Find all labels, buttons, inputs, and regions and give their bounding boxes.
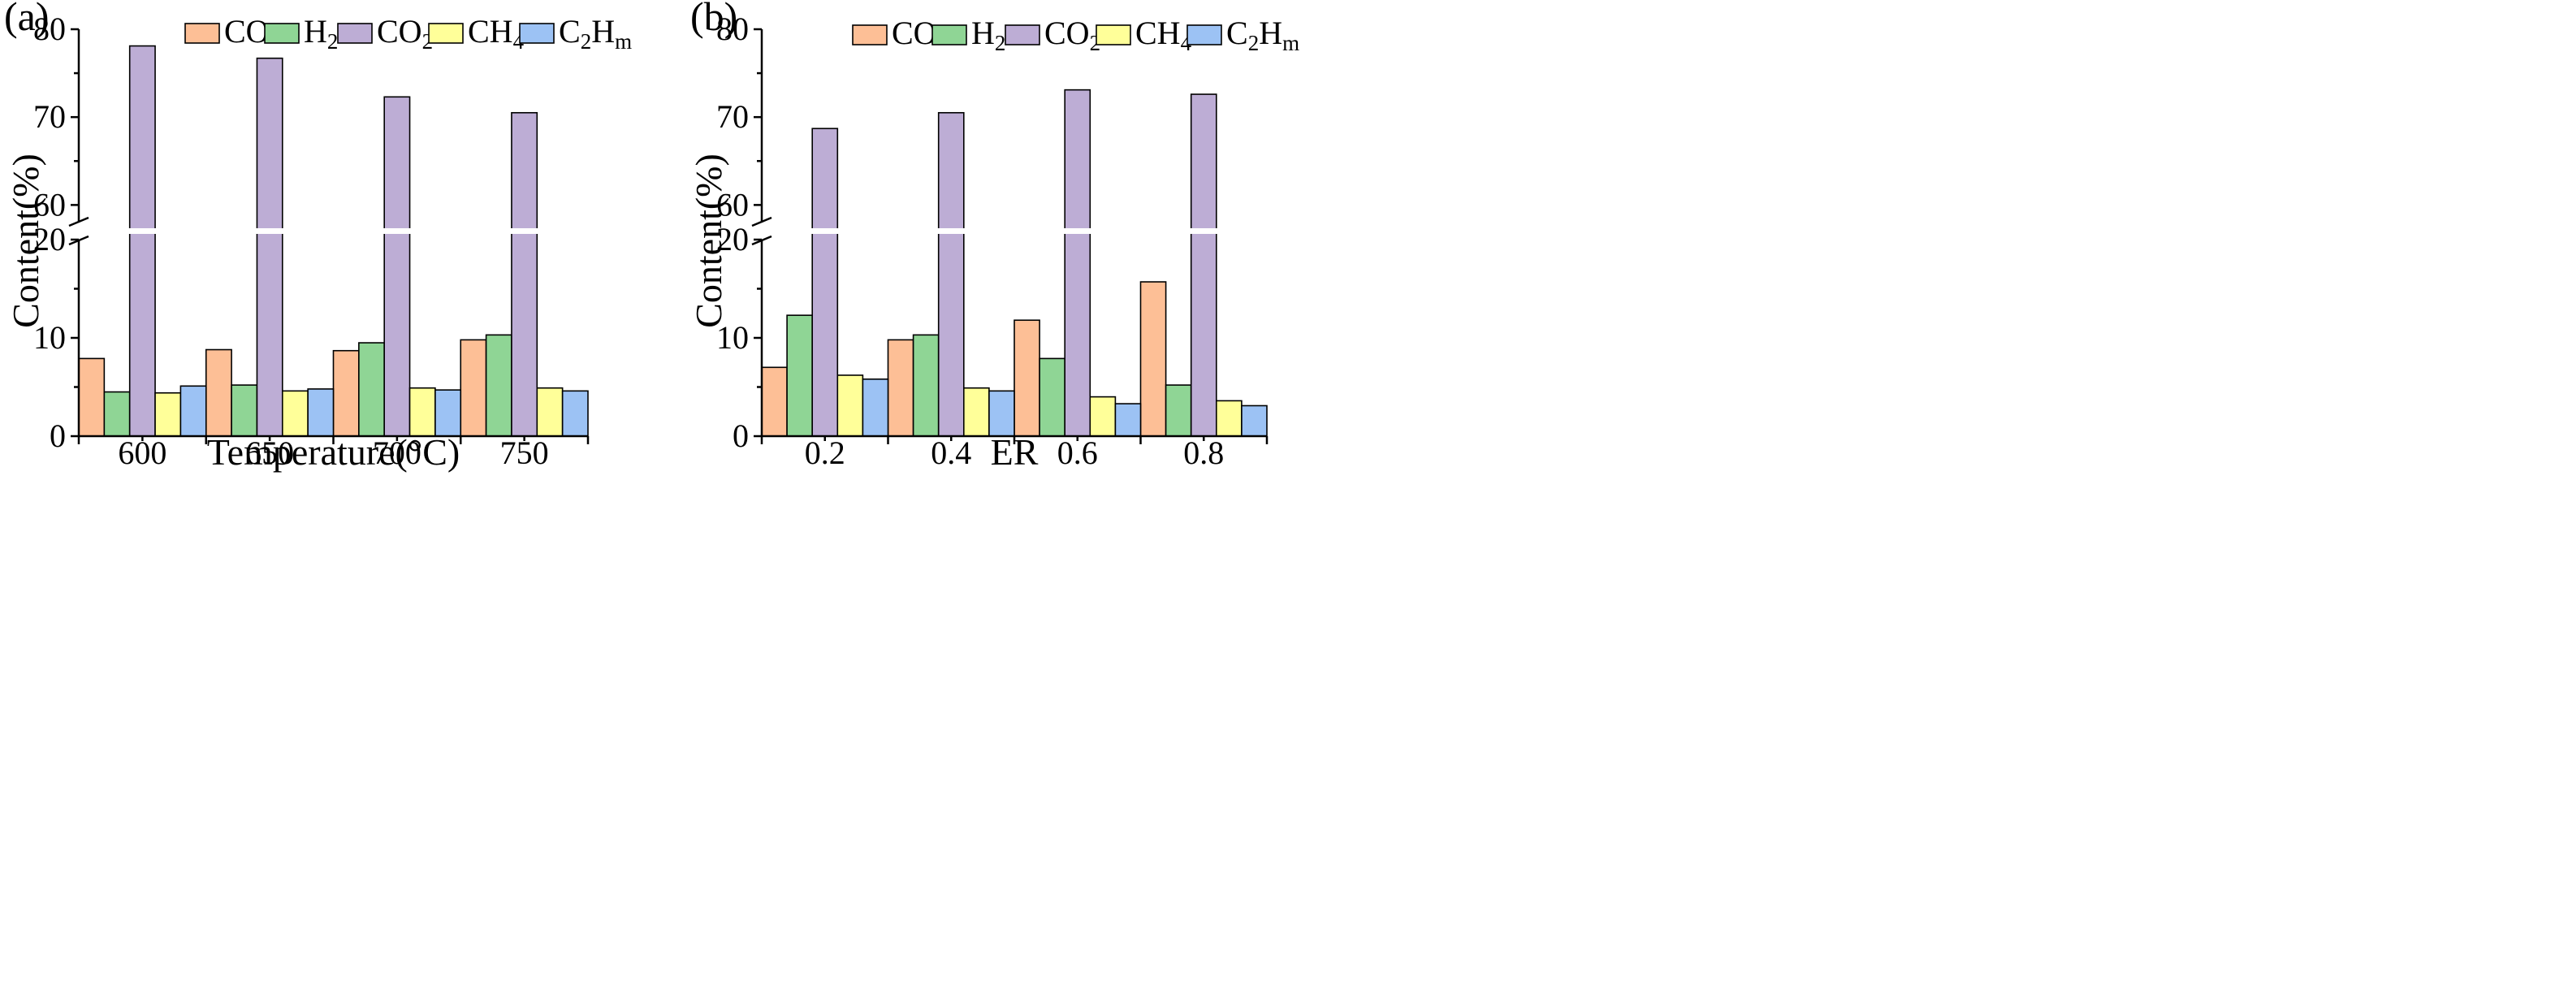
legend-swatch-b-co2 bbox=[1005, 24, 1040, 45]
legend-swatch-a-ch4 bbox=[428, 23, 464, 44]
y-tick-label-b-70: 70 bbox=[716, 98, 749, 135]
y-break-mark-upper-a bbox=[68, 216, 89, 227]
y-tick-label-b-80: 80 bbox=[716, 11, 749, 47]
legend-label-a-h2: H2 bbox=[304, 13, 338, 54]
bar-b-co-0.4 bbox=[887, 339, 914, 437]
panel-label-b: (b) bbox=[690, 0, 737, 39]
x-tick-label-a-650: 650 bbox=[245, 435, 294, 471]
bar-a-co-600 bbox=[78, 357, 106, 437]
bar-b-ch4-0.6 bbox=[1089, 396, 1117, 437]
legend-label-a-co2: CO2 bbox=[377, 13, 433, 54]
legend-swatch-a-co bbox=[184, 23, 220, 44]
bar-a-c2hm-600 bbox=[179, 385, 207, 437]
legend-swatch-a-c2hm bbox=[519, 23, 555, 44]
y-tick-label-b-20: 20 bbox=[716, 221, 749, 257]
y-tick-label-a-70: 70 bbox=[33, 98, 66, 135]
y-tick-label-b-10: 10 bbox=[716, 319, 749, 356]
bar-b-co2-0.6 bbox=[1064, 89, 1091, 437]
legend-label-b-co2: CO2 bbox=[1044, 15, 1100, 55]
bar-b-c2hm-0.2 bbox=[862, 378, 889, 437]
bar-a-co-750 bbox=[460, 339, 487, 437]
bar-b-ch4-0.4 bbox=[963, 387, 990, 437]
legend-label-b-c2hm: C2Hm bbox=[1226, 15, 1299, 55]
bar-a-co2-650 bbox=[256, 57, 283, 437]
bar-a-ch4-700 bbox=[408, 387, 436, 437]
bar-a-h2-600 bbox=[103, 391, 131, 437]
bar-b-h2-0.2 bbox=[786, 314, 813, 437]
bar-b-co-0.2 bbox=[761, 366, 788, 437]
y-tick-label-a-80: 80 bbox=[33, 11, 66, 47]
legend-swatch-b-co bbox=[852, 24, 888, 45]
bar-a-h2-700 bbox=[358, 342, 386, 437]
bar-b-ch4-0.8 bbox=[1216, 400, 1243, 437]
bar-b-ch4-0.2 bbox=[836, 374, 864, 437]
bar-a-co2-750 bbox=[511, 111, 538, 437]
legend-label-b-h2: H2 bbox=[971, 15, 1005, 55]
bar-b-c2hm-0.8 bbox=[1241, 404, 1268, 437]
legend-label-a-ch4: CH4 bbox=[468, 13, 525, 54]
y-tick-label-a-60: 60 bbox=[33, 186, 66, 223]
x-tick-label-a-600: 600 bbox=[118, 435, 166, 471]
y-tick-label-a-20: 20 bbox=[33, 221, 66, 257]
bar-b-h2-0.6 bbox=[1039, 357, 1065, 437]
x-tick-label-a-700: 700 bbox=[373, 435, 421, 471]
y-axis-title-a: Content(%) bbox=[5, 154, 46, 328]
legend-swatch-b-c2hm bbox=[1186, 24, 1222, 45]
bar-b-co-0.6 bbox=[1014, 319, 1040, 437]
bar-b-h2-0.8 bbox=[1165, 384, 1192, 437]
legend-swatch-b-h2 bbox=[931, 24, 967, 45]
bar-b-co2-0.8 bbox=[1190, 93, 1217, 437]
legend-label-b-co: CO bbox=[892, 15, 937, 51]
legend-swatch-a-co2 bbox=[337, 23, 373, 44]
x-tick-label-b-0.6: 0.6 bbox=[1057, 435, 1098, 471]
legend-label-a-c2hm: C2Hm bbox=[559, 13, 632, 54]
bar-a-co2-700 bbox=[383, 96, 411, 437]
bar-a-h2-750 bbox=[485, 334, 512, 437]
x-axis-title-a: Temperature(°C) bbox=[207, 431, 460, 473]
bar-a-co2-600 bbox=[128, 45, 156, 437]
legend-label-b-ch4: CH4 bbox=[1135, 15, 1192, 55]
bar-b-h2-0.4 bbox=[912, 334, 940, 437]
y-axis-title-b: Content(%) bbox=[688, 154, 729, 328]
y-tick-label-b-0: 0 bbox=[733, 417, 749, 454]
panel-label-a: (a) bbox=[4, 0, 50, 39]
bar-a-co-700 bbox=[332, 349, 360, 437]
bar-a-ch4-650 bbox=[281, 390, 309, 437]
y-tick-label-a-10: 10 bbox=[33, 319, 66, 356]
bar-b-co-0.8 bbox=[1139, 281, 1167, 437]
bar-b-co2-0.2 bbox=[811, 128, 839, 437]
axis-break-gap-a bbox=[67, 228, 588, 234]
x-tick-label-b-0.2: 0.2 bbox=[805, 435, 845, 471]
x-tick-label-b-0.8: 0.8 bbox=[1183, 435, 1224, 471]
x-axis-title-b: ER bbox=[991, 431, 1039, 473]
legend-swatch-a-h2 bbox=[264, 23, 300, 44]
y-tick-label-a-0: 0 bbox=[50, 417, 66, 454]
bar-a-co-650 bbox=[205, 348, 232, 437]
legend-swatch-b-ch4 bbox=[1096, 24, 1131, 45]
x-tick-label-b-0.4: 0.4 bbox=[931, 435, 971, 471]
bar-a-c2hm-750 bbox=[561, 390, 589, 437]
bar-b-c2hm-0.6 bbox=[1114, 403, 1142, 437]
legend-label-a-co: CO bbox=[224, 13, 270, 50]
axis-break-gap-b bbox=[750, 228, 1267, 234]
x-tick-label-a-750: 750 bbox=[500, 435, 549, 471]
bar-a-h2-650 bbox=[231, 384, 258, 437]
bar-a-ch4-750 bbox=[536, 387, 564, 437]
bar-a-c2hm-650 bbox=[307, 388, 335, 437]
bar-a-ch4-600 bbox=[154, 391, 182, 437]
y-tick-label-b-60: 60 bbox=[716, 186, 749, 223]
bar-a-c2hm-700 bbox=[434, 389, 462, 437]
bar-b-co2-0.4 bbox=[937, 111, 965, 437]
bar-b-c2hm-0.4 bbox=[988, 390, 1015, 437]
y-break-mark-upper-b bbox=[751, 216, 772, 227]
